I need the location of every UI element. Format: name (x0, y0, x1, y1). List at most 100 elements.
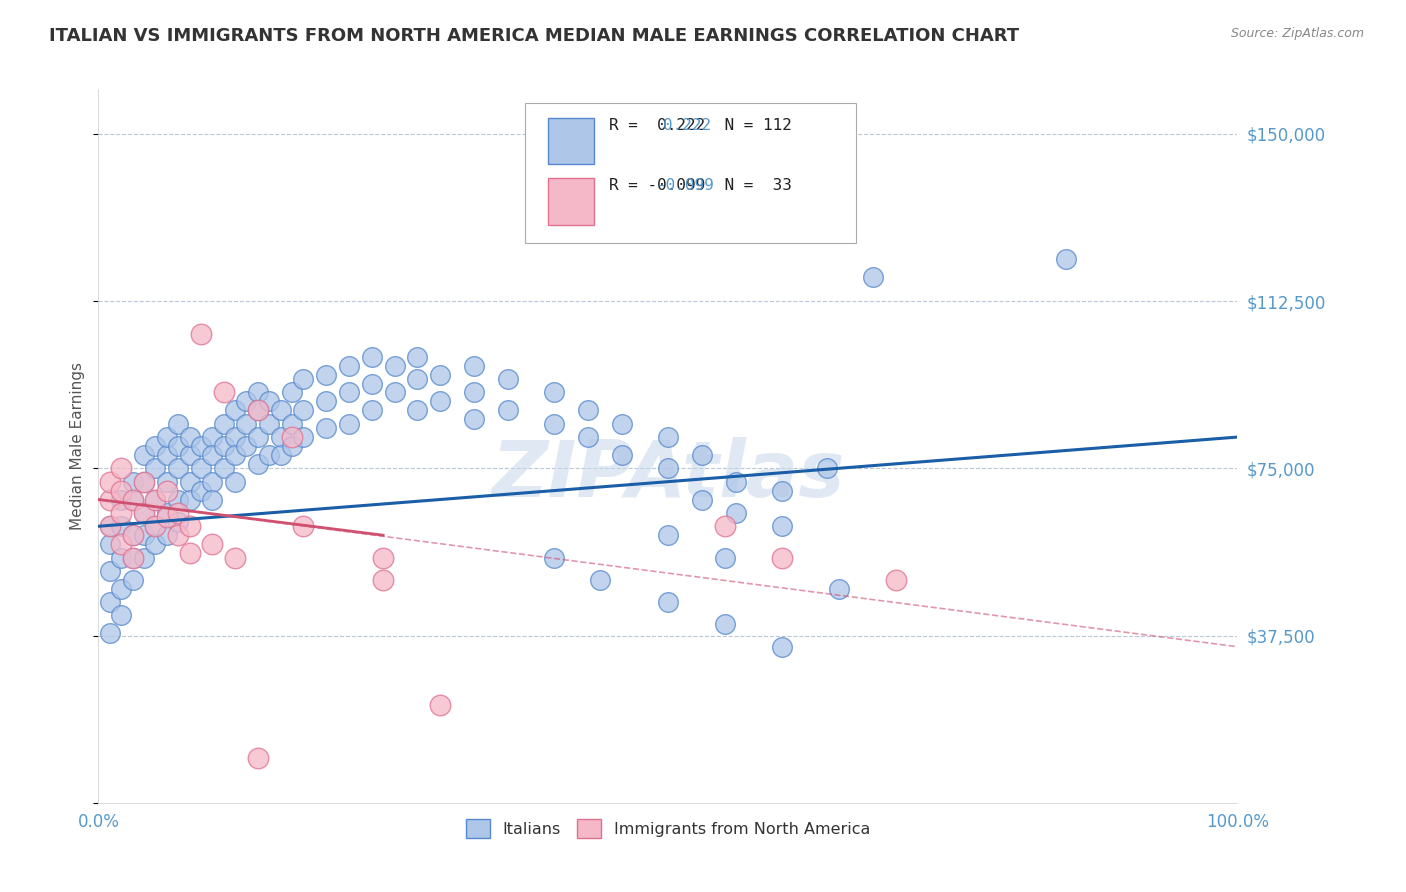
Point (190, 439, 212, 453)
Point (121, 550, 143, 565)
Point (714, 617, 737, 632)
Point (98, 475, 121, 489)
Point (132, 506, 155, 520)
Point (132, 506, 155, 520)
Point (121, 573, 143, 587)
Point (145, 537, 167, 551)
Point (201, 492, 224, 507)
Point (259, 417, 281, 431)
Point (315, 421, 337, 435)
Point (337, 385, 360, 400)
Point (862, 269, 884, 284)
Point (725, 475, 748, 489)
Point (292, 519, 315, 533)
Point (201, 475, 224, 489)
Point (121, 475, 143, 489)
Point (121, 492, 143, 507)
Point (121, 550, 143, 565)
Point (110, 506, 132, 520)
Point (246, 457, 269, 471)
Point (371, 550, 394, 565)
Legend: Italians, Immigrants from North America: Italians, Immigrants from North America (460, 813, 876, 845)
Point (179, 475, 201, 489)
Point (132, 550, 155, 565)
Point (156, 475, 179, 489)
Point (690, 492, 713, 507)
Point (612, 417, 634, 431)
Point (1054, 252, 1078, 266)
Point (224, 475, 246, 489)
Point (110, 582, 132, 596)
Point (770, 640, 793, 654)
Point (121, 528, 143, 542)
Point (292, 430, 315, 444)
Point (371, 573, 394, 587)
Point (406, 350, 429, 364)
Point (828, 582, 851, 596)
Point (98, 626, 121, 640)
Point (190, 327, 212, 342)
Point (292, 403, 315, 417)
Point (145, 519, 167, 533)
Point (270, 448, 292, 462)
Point (384, 359, 406, 373)
Point (110, 537, 132, 551)
Point (770, 519, 793, 533)
Point (429, 698, 451, 712)
Point (201, 430, 224, 444)
Point (657, 528, 679, 542)
Text: ITALIAN VS IMMIGRANTS FROM NORTH AMERICA MEDIAN MALE EARNINGS CORRELATION CHART: ITALIAN VS IMMIGRANTS FROM NORTH AMERICA… (49, 27, 1019, 45)
Point (110, 550, 132, 565)
Point (110, 492, 132, 507)
Text: Source: ZipAtlas.com: Source: ZipAtlas.com (1230, 27, 1364, 40)
Point (292, 372, 315, 386)
Point (201, 448, 224, 462)
Point (212, 439, 235, 453)
Point (714, 519, 737, 533)
Point (588, 573, 610, 587)
Point (145, 519, 167, 533)
Point (167, 528, 190, 542)
Point (201, 537, 224, 551)
Point (190, 461, 212, 475)
Point (770, 550, 793, 565)
Point (110, 519, 132, 533)
Point (121, 492, 143, 507)
Point (98, 537, 121, 551)
Point (281, 385, 304, 400)
Point (156, 448, 179, 462)
Point (406, 403, 429, 417)
Point (259, 394, 281, 409)
Point (179, 519, 201, 533)
Point (98, 519, 121, 533)
Point (98, 519, 121, 533)
Point (235, 417, 257, 431)
Point (212, 461, 235, 475)
Text: ZIPAtlas: ZIPAtlas (491, 436, 845, 513)
Point (156, 483, 179, 498)
Point (498, 372, 520, 386)
Point (270, 430, 292, 444)
Point (224, 448, 246, 462)
Point (498, 403, 520, 417)
Point (167, 492, 190, 507)
Point (145, 492, 167, 507)
Point (98, 564, 121, 578)
Point (224, 403, 246, 417)
Point (576, 430, 599, 444)
Point (98, 595, 121, 609)
Point (132, 448, 155, 462)
Point (132, 475, 155, 489)
Point (167, 417, 190, 431)
Point (246, 403, 269, 417)
Point (167, 506, 190, 520)
Point (190, 483, 212, 498)
Point (725, 506, 748, 520)
Point (281, 417, 304, 431)
Point (406, 372, 429, 386)
Point (429, 368, 451, 382)
Point (657, 461, 679, 475)
Point (337, 417, 360, 431)
Point (612, 448, 634, 462)
Point (543, 417, 565, 431)
